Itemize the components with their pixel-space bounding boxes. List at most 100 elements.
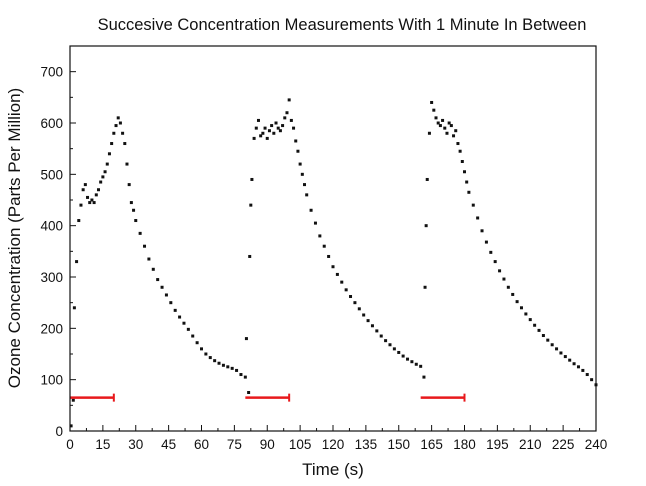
data-point <box>568 358 572 362</box>
data-point <box>452 134 456 138</box>
data-point <box>305 193 309 197</box>
data-point <box>511 292 515 296</box>
data-point <box>92 201 96 205</box>
data-point <box>335 272 339 276</box>
data-point <box>267 129 271 133</box>
x-tick-label: 165 <box>420 437 443 452</box>
data-point <box>129 201 133 205</box>
y-tick-label: 600 <box>40 116 63 131</box>
data-point <box>261 131 265 135</box>
data-point <box>259 134 263 138</box>
data-point <box>294 139 298 143</box>
data-point <box>375 329 379 333</box>
data-point <box>370 324 374 328</box>
data-point <box>524 312 528 316</box>
data-point <box>340 280 344 284</box>
data-point <box>143 244 147 248</box>
data-point <box>164 293 168 297</box>
data-point <box>292 126 296 130</box>
data-point <box>430 100 434 104</box>
data-point <box>434 116 438 120</box>
data-point <box>265 136 269 140</box>
x-tick-label: 30 <box>128 437 143 452</box>
data-point <box>519 306 523 310</box>
data-point <box>79 203 83 207</box>
data-point <box>353 301 357 305</box>
data-point <box>546 338 550 342</box>
data-point <box>77 219 81 223</box>
data-point <box>81 188 85 192</box>
data-point <box>384 339 388 343</box>
data-point <box>75 260 79 264</box>
x-tick-label: 195 <box>486 437 509 452</box>
data-point <box>114 124 118 128</box>
data-point <box>559 351 563 355</box>
data-point <box>454 129 458 133</box>
data-point <box>110 142 114 146</box>
y-tick-label: 200 <box>40 321 63 336</box>
data-point <box>156 278 160 282</box>
data-point <box>424 224 428 228</box>
x-tick-label: 15 <box>95 437 110 452</box>
data-point <box>309 208 313 212</box>
data-point <box>392 347 396 351</box>
data-point <box>270 124 274 128</box>
data-point <box>300 172 304 176</box>
data-point <box>272 131 276 135</box>
x-tick-label: 240 <box>585 437 608 452</box>
data-point <box>276 126 280 130</box>
x-tick-label: 60 <box>194 437 209 452</box>
data-point <box>118 121 122 125</box>
data-point <box>463 170 466 174</box>
data-point <box>132 208 136 212</box>
data-point <box>182 321 186 325</box>
data-point <box>138 231 142 235</box>
y-tick-label: 400 <box>40 219 63 234</box>
plot-frame <box>69 45 597 432</box>
data-point <box>101 175 105 179</box>
data-point <box>249 203 253 207</box>
data-point <box>447 121 451 125</box>
data-point <box>476 216 480 220</box>
data-point <box>213 359 217 363</box>
x-tick-label: 135 <box>355 437 378 452</box>
data-point <box>471 203 475 207</box>
data-point <box>96 188 100 192</box>
data-point <box>349 295 353 299</box>
x-tick-label: 0 <box>66 437 74 452</box>
x-tick-label: 90 <box>260 437 275 452</box>
data-point <box>581 368 585 372</box>
data-point <box>357 307 361 311</box>
data-point <box>169 301 173 305</box>
chart-title: Succesive Concentration Measurements Wit… <box>98 16 587 34</box>
data-point <box>467 190 471 194</box>
data-point <box>366 319 370 323</box>
data-point <box>248 254 252 258</box>
data-point <box>287 98 291 102</box>
data-point <box>397 350 401 354</box>
x-axis-label: Time (s) <box>302 460 364 479</box>
data-point <box>576 365 580 369</box>
data-point <box>344 288 348 292</box>
data-point <box>263 126 267 130</box>
data-point <box>243 375 247 379</box>
data-point <box>480 229 484 233</box>
data-points <box>69 98 598 428</box>
data-point <box>230 366 234 370</box>
y-tick-label: 700 <box>40 65 63 80</box>
data-point <box>256 118 260 122</box>
data-point <box>112 131 116 135</box>
data-point <box>127 183 131 187</box>
data-point <box>303 183 307 187</box>
data-point <box>406 357 410 361</box>
data-point <box>537 328 541 332</box>
data-point <box>208 356 212 360</box>
data-point <box>226 365 230 369</box>
data-point <box>125 162 129 166</box>
data-point <box>134 219 138 223</box>
data-point <box>563 355 567 359</box>
x-tick-label: 75 <box>227 437 242 452</box>
data-point <box>458 149 462 153</box>
data-point <box>318 234 322 238</box>
